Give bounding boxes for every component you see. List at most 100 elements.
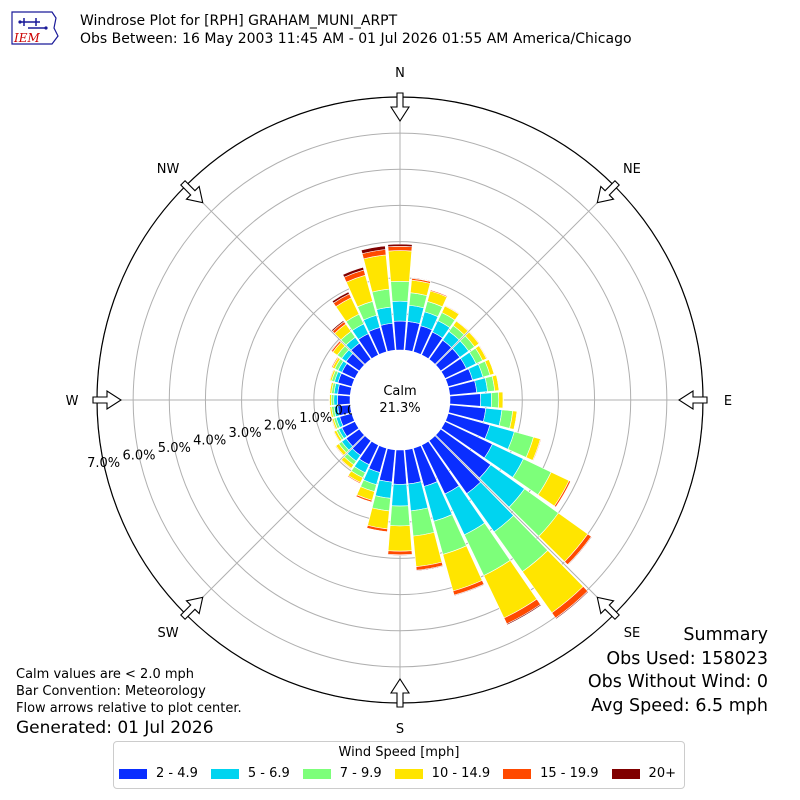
bar-segment bbox=[330, 418, 337, 430]
compass-label-n: N bbox=[395, 66, 405, 81]
bar-segment bbox=[555, 590, 589, 620]
bar-segment bbox=[355, 496, 373, 503]
bar-segment bbox=[334, 445, 345, 457]
chart-subtitle: Obs Between: 16 May 2003 11:45 AM - 01 J… bbox=[80, 31, 632, 47]
convention-note: Bar Convention: Meteorology bbox=[16, 684, 206, 699]
legend-items: 2 - 4.9 5 - 6.9 7 - 9.9 10 - 14.9 15 - 19.9 2… bbox=[114, 760, 684, 781]
iem-logo-text: IEM bbox=[13, 31, 41, 45]
bar-segment bbox=[480, 392, 492, 408]
bar-segment bbox=[555, 481, 572, 508]
flow-arrow bbox=[677, 389, 708, 411]
bar-segment bbox=[391, 300, 409, 322]
legend-label: 2 - 4.9 bbox=[156, 766, 198, 781]
bar-segment bbox=[329, 381, 333, 394]
bar-segment bbox=[330, 356, 338, 368]
bar-segment bbox=[387, 250, 413, 283]
flow-arrow bbox=[389, 92, 411, 123]
legend-label: 10 - 14.9 bbox=[431, 766, 491, 781]
compass-label-nw: NW bbox=[157, 162, 180, 177]
radial-tick-label: 1.0% bbox=[299, 411, 332, 426]
compass-label-ne: NE bbox=[623, 162, 641, 177]
bar-segment bbox=[506, 604, 542, 626]
calm-label: Calm bbox=[383, 384, 416, 399]
bar-segment bbox=[391, 483, 409, 507]
radial-tick-label: 2.0% bbox=[264, 418, 297, 433]
legend-label: 15 - 19.9 bbox=[540, 766, 599, 781]
radial-tick-label: 7.0% bbox=[87, 456, 120, 471]
calm-circle bbox=[350, 350, 450, 450]
radial-tick-label: 6.0% bbox=[122, 448, 155, 463]
legend-item: 2 - 4.9 bbox=[119, 766, 198, 781]
bar-segment bbox=[410, 507, 435, 537]
iem-logo: IEM bbox=[11, 11, 59, 45]
bar-segment bbox=[329, 406, 333, 419]
radial-tick-label: 5.0% bbox=[158, 441, 191, 456]
bar-segment bbox=[328, 394, 330, 406]
radial-tick-label: 3.0% bbox=[229, 426, 262, 441]
notes: Calm values are < 2.0 mph Bar Convention… bbox=[16, 666, 242, 717]
bar-segment bbox=[387, 525, 413, 552]
bar-segment bbox=[366, 527, 388, 533]
flow-arrow bbox=[180, 180, 204, 204]
bar-segment bbox=[330, 394, 335, 406]
compass-label-w: W bbox=[66, 394, 79, 409]
bar-segment bbox=[376, 306, 393, 326]
bar-segment bbox=[387, 550, 413, 556]
bar-segment bbox=[411, 277, 432, 282]
bar-segment bbox=[513, 410, 518, 430]
bar-segment bbox=[346, 475, 361, 485]
bar-segment bbox=[390, 281, 410, 302]
legend-label: 7 - 9.9 bbox=[339, 766, 382, 781]
bar-segment bbox=[342, 266, 365, 278]
legend-swatch bbox=[302, 768, 331, 779]
bar-segment bbox=[495, 374, 500, 391]
bar-segment bbox=[331, 320, 345, 332]
bar-segment bbox=[455, 320, 469, 332]
radial-tick-labels: 0.0%1.0%2.0%3.0%4.0%5.0%6.0%7.0% bbox=[87, 403, 368, 471]
bar-segment bbox=[374, 479, 393, 499]
bar-segment bbox=[389, 505, 411, 527]
compass-label-s: S bbox=[396, 722, 404, 737]
bar-segment bbox=[532, 438, 542, 462]
bar-segment bbox=[430, 289, 448, 297]
radial-tick-label: 4.0% bbox=[193, 433, 226, 448]
bar-segment bbox=[407, 304, 425, 324]
bar-segment bbox=[490, 391, 500, 409]
grid-spoke bbox=[399, 185, 615, 401]
bar-segment bbox=[393, 320, 407, 351]
legend-item: 20+ bbox=[611, 766, 676, 781]
bar-segment bbox=[328, 368, 334, 381]
bar-segment bbox=[331, 291, 350, 304]
bar-segment bbox=[332, 431, 341, 443]
legend-title: Wind Speed [mph] bbox=[338, 745, 460, 760]
legend: Wind Speed [mph] 2 - 4.9 5 - 6.9 7 - 9.9 10… bbox=[113, 741, 685, 789]
windrose-bars bbox=[328, 243, 593, 626]
bar-segment bbox=[387, 245, 413, 252]
bar-segment bbox=[502, 391, 504, 409]
bar-segment bbox=[444, 304, 461, 314]
summary-panel: Summary Obs Used: 158023 Obs Without Win… bbox=[588, 624, 768, 718]
obs-used: Obs Used: 158023 bbox=[606, 648, 768, 669]
flow-arrow bbox=[180, 596, 204, 620]
calm-value: 21.3% bbox=[379, 401, 420, 416]
legend-swatch bbox=[394, 768, 423, 779]
obs-without-wind: Obs Without Wind: 0 bbox=[587, 672, 768, 692]
legend-label: 5 - 6.9 bbox=[247, 766, 290, 781]
bar-segment bbox=[416, 565, 444, 572]
legend-swatch bbox=[611, 768, 640, 779]
legend-item: 10 - 14.9 bbox=[394, 766, 491, 781]
legend-item: 7 - 9.9 bbox=[302, 766, 382, 781]
bar-segment bbox=[488, 358, 495, 375]
legend-item: 15 - 19.9 bbox=[503, 766, 599, 781]
bar-segment bbox=[498, 391, 504, 409]
bar-segment bbox=[387, 554, 413, 556]
chart-title: Windrose Plot for [RPH] GRAHAM_MUNI_ARPT bbox=[80, 13, 398, 29]
bar-segment bbox=[453, 583, 485, 597]
bar-segment bbox=[393, 449, 407, 485]
compass-label-se: SE bbox=[624, 626, 640, 641]
legend-label: 20+ bbox=[648, 766, 676, 781]
grid-spoke bbox=[185, 185, 401, 401]
legend-item: 5 - 6.9 bbox=[210, 766, 290, 781]
bar-segment bbox=[478, 344, 488, 360]
